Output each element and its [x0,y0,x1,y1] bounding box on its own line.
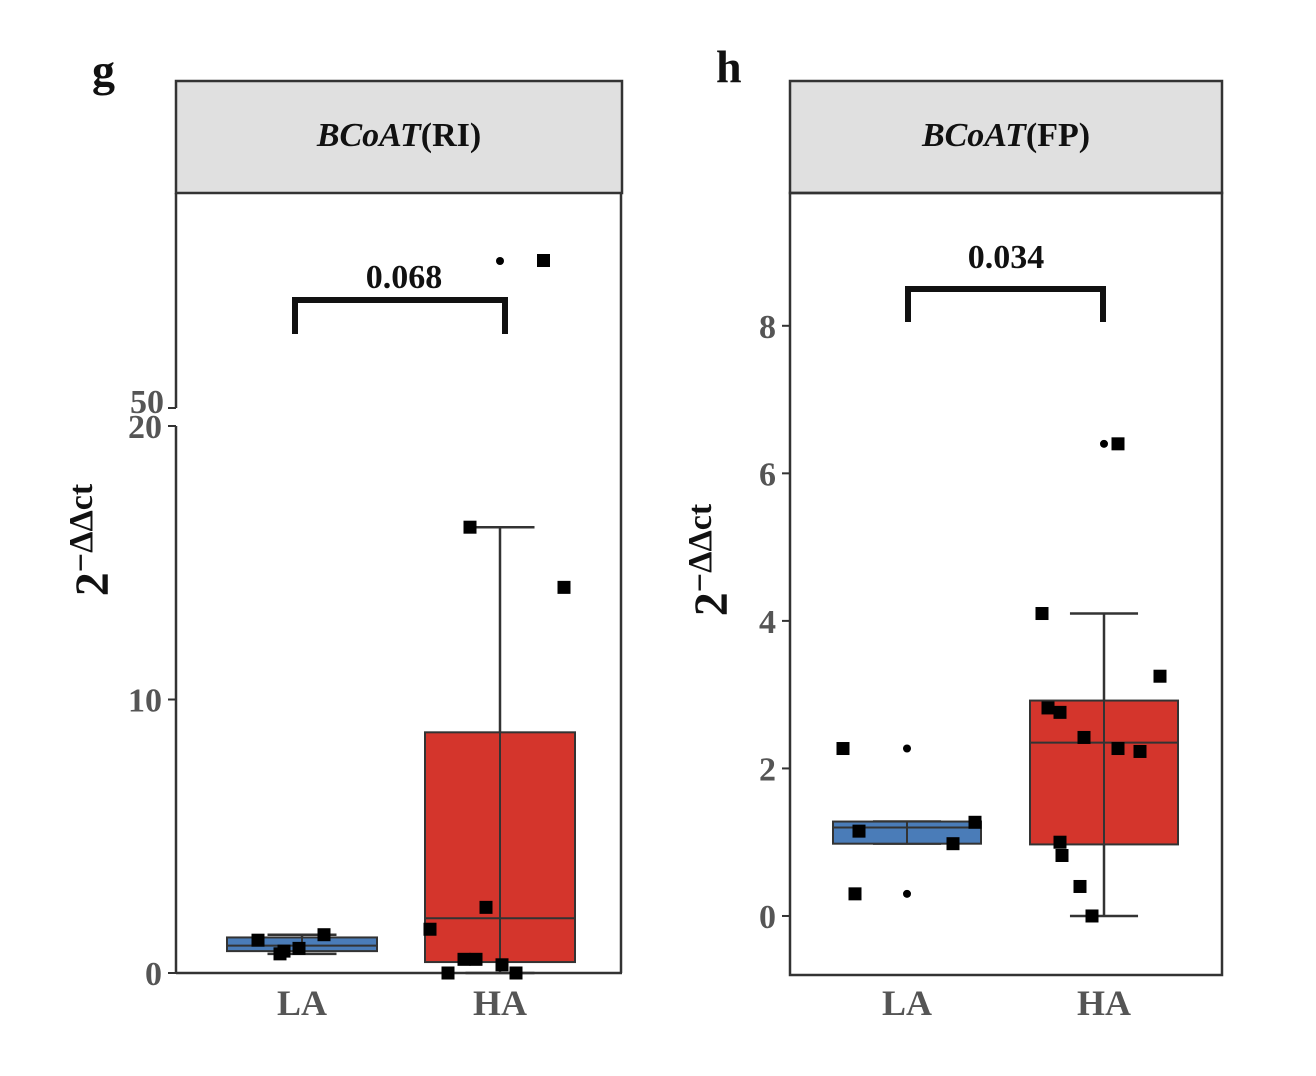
data-point-g-HA-5 [469,952,483,966]
ylabel-g-sup: −ΔΔct [63,483,100,572]
data-point-h-LA-3 [946,837,960,851]
data-point-g-HA-7 [441,966,455,980]
sig-label-h: 0.034 [968,239,1045,276]
ytick-break-label-g: 50 [130,384,164,421]
data-point-h-HA-10 [1073,879,1087,893]
ytick-label-g-10: 10 [128,683,162,720]
xtick-label-h-HA: HA [1077,983,1131,1023]
xtick-label-g-HA: HA [473,983,527,1023]
data-point-h-HA-2 [1153,669,1167,683]
data-point-g-HA-3 [423,922,437,936]
strip-title-h-italic: BCoAT [921,117,1027,154]
outlier-dot-h-LA-0 [903,744,911,753]
ylabel-h-base: 2 [685,592,738,616]
ylabel-g: 2−ΔΔct [63,483,119,596]
ytick-label-g-20: 20 [128,409,162,446]
ytick-label-h-8: 8 [759,309,776,346]
data-point-g-LA-0 [251,933,265,947]
data-point-h-LA-4 [968,815,982,829]
data-point-h-HA-0 [1111,437,1125,451]
sig-bracket-g [292,297,508,334]
strip-title-h-rest: (FP) [1026,117,1090,154]
ylabel-h-sup: −ΔΔct [682,503,719,592]
ytick-label-h-4: 4 [759,604,776,641]
plot-frame-h [788,191,1224,977]
outlier-dot-h-LA-1 [903,889,911,898]
data-point-g-HA-0 [463,520,477,534]
panel-g: g BCoAT(RI) 50 0 10 20 2−ΔΔct 0.068 LA HA [63,45,624,1023]
data-point-g-HA-8 [509,966,523,980]
data-point-g-HA-2 [479,900,493,914]
sig-label-g: 0.068 [366,259,443,296]
data-point-g-HA-1 [557,580,571,594]
data-point-g-HA-upper [537,254,550,267]
data-point-h-HA-6 [1111,742,1125,756]
panel-letter-h: h [716,41,742,92]
ytick-label-g-0: 0 [145,956,162,993]
data-point-h-HA-8 [1053,835,1067,849]
data-point-g-LA-3 [317,928,331,942]
strip-title-g: BCoAT(RI) [316,117,481,154]
yticks-g: 0 10 20 [128,409,176,993]
data-point-h-HA-5 [1077,730,1091,744]
data-point-g-LA-4 [277,944,291,958]
data-point-h-HA-3 [1041,701,1055,715]
outlier-dot-g-HA [496,257,504,265]
data-point-h-HA-4 [1053,705,1067,719]
data-point-g-LA-1 [292,941,306,955]
strip-title-g-italic: BCoAT [316,117,422,154]
points-g [251,520,571,980]
data-point-g-HA-4 [457,952,471,966]
ylabel-g-base: 2 [66,572,119,596]
ylabel-h: 2−ΔΔct [682,503,738,616]
data-point-h-HA-1 [1035,607,1049,621]
strip-title-h: BCoAT(FP) [921,117,1090,154]
boxes-h [832,612,1179,918]
data-point-h-LA-0 [836,742,850,756]
strip-title-g-rest: (RI) [421,117,481,154]
sig-bracket-h [905,286,1106,322]
data-point-h-HA-9 [1055,848,1069,862]
data-point-g-HA-6 [495,958,509,972]
data-point-h-HA-11 [1085,909,1099,923]
boxes-g [226,525,576,975]
ytick-label-h-2: 2 [759,751,776,788]
strip-g [174,79,624,195]
xtick-label-g-LA: LA [277,983,327,1023]
ytick-label-h-0: 0 [759,899,776,936]
panel-letter-g: g [92,45,115,96]
yticks-h: 0 2 4 6 8 [759,309,790,936]
points-h [836,437,1167,923]
xtick-label-h-LA: LA [882,983,932,1023]
data-point-h-HA-7 [1133,744,1147,758]
outlier-dot-h-HA-0 [1100,439,1108,448]
data-point-h-LA-2 [848,887,862,901]
data-point-h-LA-1 [852,824,866,838]
ytick-label-h-6: 6 [759,456,776,493]
